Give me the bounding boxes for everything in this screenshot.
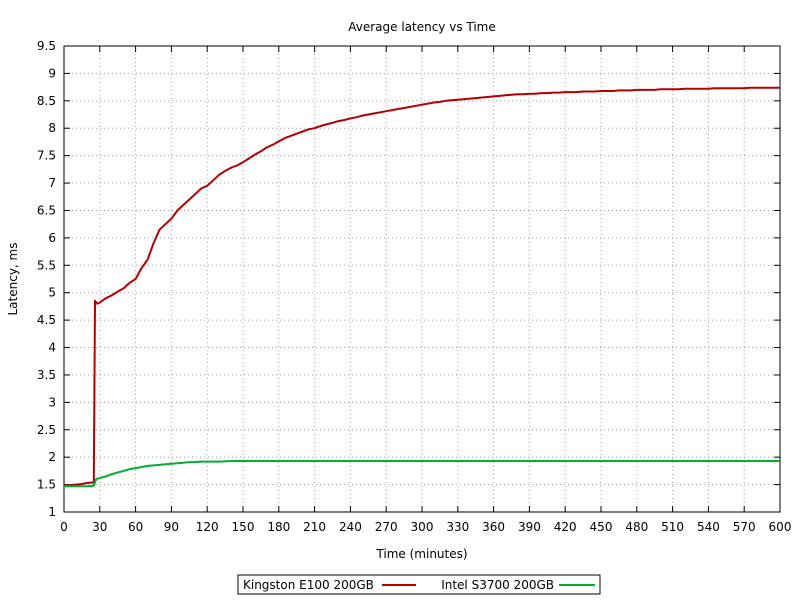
x-tick-labels: 0 30 60 90 120 150 180 210 240 270 300 330 360 390 420… bbox=[60, 520, 791, 534]
legend-label-kingston: Kingston E100 200GB bbox=[243, 578, 374, 592]
y-tick-label: 4 bbox=[48, 341, 56, 355]
x-tick-label: 60 bbox=[128, 520, 143, 534]
x-tick-label: 450 bbox=[590, 520, 613, 534]
x-tick-label: 30 bbox=[92, 520, 107, 534]
x-tick-label: 120 bbox=[196, 520, 219, 534]
legend-label-intel: Intel S3700 200GB bbox=[441, 578, 554, 592]
x-tick-label: 480 bbox=[625, 520, 648, 534]
series-line-intel bbox=[64, 460, 780, 488]
y-tick-label: 7.5 bbox=[37, 149, 56, 163]
y-tick-label: 5.5 bbox=[37, 258, 56, 272]
legend: Kingston E100 200GB Intel S3700 200GB bbox=[237, 574, 601, 595]
x-tick-label: 240 bbox=[339, 520, 362, 534]
y-tick-label: 9 bbox=[48, 66, 56, 80]
y-tick-label: 6 bbox=[48, 231, 56, 245]
y-tick-label: 4.5 bbox=[37, 313, 56, 327]
legend-box bbox=[237, 574, 601, 595]
x-tick-label: 180 bbox=[267, 520, 290, 534]
grid-lines bbox=[64, 46, 780, 512]
x-tick-label: 570 bbox=[733, 520, 756, 534]
tick-marks bbox=[63, 45, 781, 513]
series-line-kingston bbox=[63, 86, 780, 487]
y-tick-labels: 1 1.5 2 2.5 3 3.5 4 4.5 5 5.5 6 6.5 7 7.5 8 8.5 9 9.5 bbox=[37, 39, 56, 519]
x-tick-label: 600 bbox=[769, 520, 792, 534]
y-tick-label: 7 bbox=[48, 176, 56, 190]
x-tick-label: 510 bbox=[661, 520, 684, 534]
x-tick-label: 150 bbox=[232, 520, 255, 534]
x-tick-label: 0 bbox=[60, 520, 68, 534]
x-axis-label: Time (minutes) bbox=[375, 547, 467, 561]
y-tick-label: 9.5 bbox=[37, 39, 56, 53]
x-tick-label: 360 bbox=[482, 520, 505, 534]
y-tick-label: 8.5 bbox=[37, 94, 56, 108]
series-lines bbox=[63, 86, 780, 488]
x-tick-label: 300 bbox=[411, 520, 434, 534]
y-tick-label: 1 bbox=[48, 505, 56, 519]
chart-title: Average latency vs Time bbox=[348, 20, 496, 34]
x-tick-label: 390 bbox=[518, 520, 541, 534]
y-tick-label: 3 bbox=[48, 395, 56, 409]
y-tick-label: 5 bbox=[48, 286, 56, 300]
y-tick-label: 3.5 bbox=[37, 368, 56, 382]
x-tick-label: 210 bbox=[303, 520, 326, 534]
x-tick-label: 270 bbox=[375, 520, 398, 534]
x-tick-label: 420 bbox=[554, 520, 577, 534]
x-tick-label: 330 bbox=[446, 520, 469, 534]
y-tick-label: 6.5 bbox=[37, 203, 56, 217]
y-tick-label: 1.5 bbox=[37, 478, 56, 492]
y-tick-label: 2 bbox=[48, 450, 56, 464]
y-tick-label: 8 bbox=[48, 121, 56, 135]
x-tick-label: 540 bbox=[697, 520, 720, 534]
x-tick-label: 90 bbox=[164, 520, 179, 534]
y-tick-label: 2.5 bbox=[37, 423, 56, 437]
y-axis-label: Latency, ms bbox=[6, 242, 20, 315]
